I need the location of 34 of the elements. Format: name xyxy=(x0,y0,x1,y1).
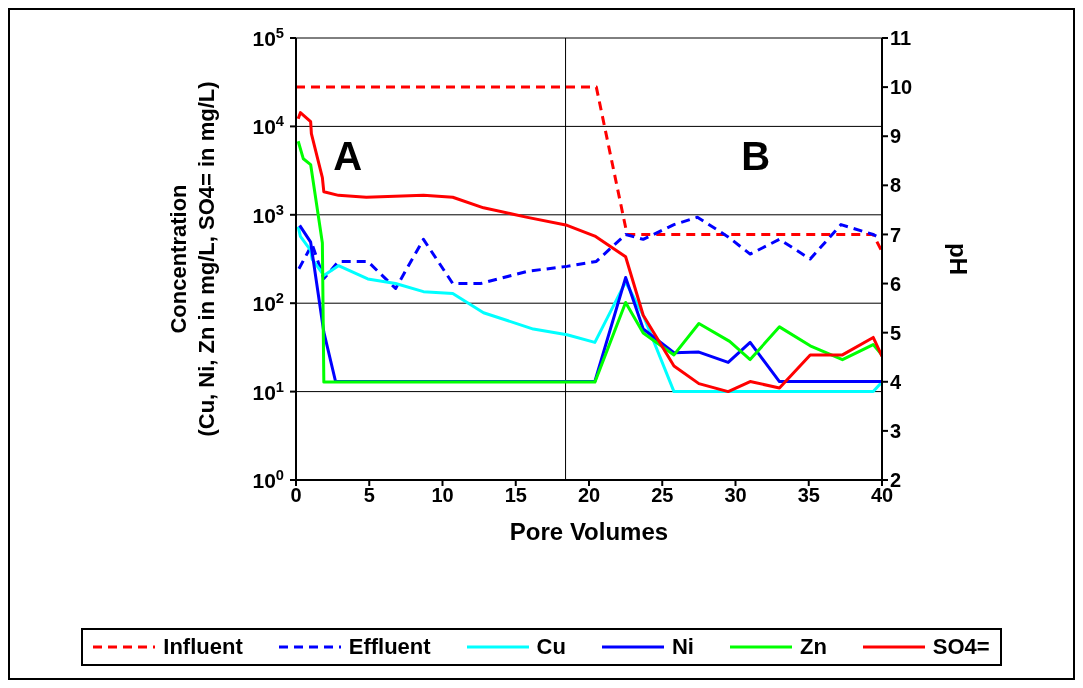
y-axis-title: Concentration (Cu, Ni, Zn in mg/L, SO4= in mg/L) xyxy=(166,81,219,437)
y-tick-label: 10$^{1}$ xyxy=(252,378,284,404)
y-tick-label: 10$^{0}$ xyxy=(252,467,284,492)
annotation: B xyxy=(741,133,771,179)
x-tick-label: 15 xyxy=(504,484,527,507)
x-tick-label: 25 xyxy=(651,484,674,507)
y2-tick-label: 4 xyxy=(890,370,902,393)
legend-label: Zn xyxy=(798,634,827,660)
x-tick-label: 0 xyxy=(290,484,302,507)
x-tick-label: 30 xyxy=(724,484,747,507)
legend-label: Cu xyxy=(535,634,566,660)
y2-tick-label: 11 xyxy=(890,27,912,50)
x-axis-title: Pore Volumes xyxy=(509,518,669,545)
legend-label: Ni xyxy=(670,634,694,660)
y2-tick-label: 3 xyxy=(890,419,902,442)
y-tick-label: 10$^{2}$ xyxy=(252,290,284,316)
y2-tick-label: 7 xyxy=(890,223,902,246)
y2-tick-label: 9 xyxy=(890,125,902,148)
x-tick-label: 5 xyxy=(363,484,375,507)
legend-label: Influent xyxy=(162,634,243,660)
y2-tick-label: 8 xyxy=(890,174,902,197)
y-tick-label: 10$^{5}$ xyxy=(252,25,284,50)
x-tick-label: 35 xyxy=(797,484,820,507)
y-tick-label: 10$^{3}$ xyxy=(252,201,284,227)
y2-tick-label: 10 xyxy=(890,76,913,99)
y2-tick-label: 6 xyxy=(890,272,902,295)
annotation: A xyxy=(333,133,363,179)
legend-label: Effluent xyxy=(347,634,431,660)
x-tick-label: 10 xyxy=(431,484,454,507)
x-tick-label: 20 xyxy=(577,484,601,507)
y2-axis-title: pH xyxy=(945,243,972,275)
legend-label: SO4= xyxy=(931,634,990,660)
y-tick-label: 10$^{4}$ xyxy=(252,113,285,139)
y2-tick-label: 5 xyxy=(890,321,902,344)
